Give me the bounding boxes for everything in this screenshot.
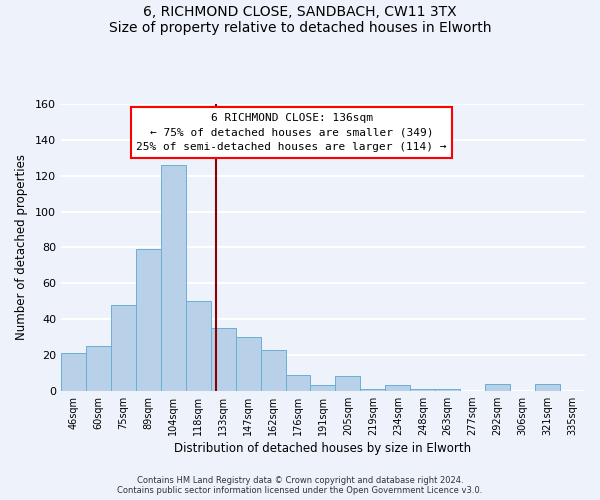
Bar	[260, 350, 286, 391]
Bar	[136, 249, 161, 390]
Bar	[161, 165, 186, 390]
Bar	[61, 353, 86, 391]
Y-axis label: Number of detached properties: Number of detached properties	[15, 154, 28, 340]
Bar	[236, 337, 260, 390]
Bar	[335, 376, 361, 390]
Bar	[485, 384, 510, 390]
Text: Contains HM Land Registry data © Crown copyright and database right 2024.
Contai: Contains HM Land Registry data © Crown c…	[118, 476, 482, 495]
Bar	[310, 386, 335, 390]
Bar	[435, 389, 460, 390]
Bar	[211, 328, 236, 390]
Bar	[111, 304, 136, 390]
Bar	[86, 346, 111, 391]
Bar	[385, 386, 410, 390]
Bar	[410, 389, 435, 390]
Bar	[186, 301, 211, 390]
Bar	[361, 389, 385, 390]
X-axis label: Distribution of detached houses by size in Elworth: Distribution of detached houses by size …	[175, 442, 472, 455]
Text: 6, RICHMOND CLOSE, SANDBACH, CW11 3TX
Size of property relative to detached hous: 6, RICHMOND CLOSE, SANDBACH, CW11 3TX Si…	[109, 5, 491, 35]
Bar	[535, 384, 560, 390]
Bar	[286, 374, 310, 390]
Text: 6 RICHMOND CLOSE: 136sqm
← 75% of detached houses are smaller (349)
25% of semi-: 6 RICHMOND CLOSE: 136sqm ← 75% of detach…	[136, 113, 447, 152]
